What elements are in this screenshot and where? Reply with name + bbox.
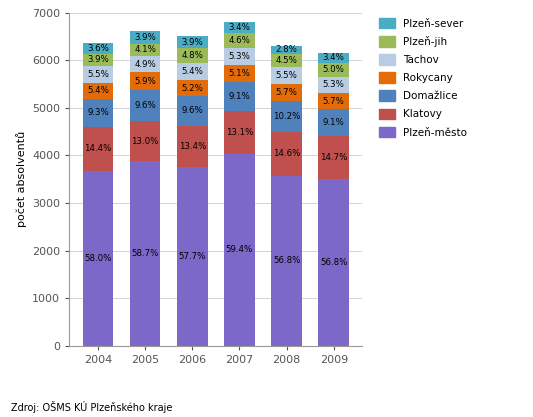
Bar <box>83 66 114 83</box>
Bar <box>177 96 208 126</box>
Text: 5.0%: 5.0% <box>323 65 345 74</box>
Bar <box>130 31 160 43</box>
Bar <box>83 54 114 66</box>
Bar <box>271 68 302 84</box>
Text: 56.8%: 56.8% <box>273 256 300 265</box>
Y-axis label: počet absolventů: počet absolventů <box>15 131 27 227</box>
Bar <box>177 63 208 80</box>
Bar <box>130 43 160 56</box>
Text: 9.6%: 9.6% <box>181 106 203 116</box>
Text: 10.2%: 10.2% <box>273 112 300 121</box>
Bar <box>83 43 114 54</box>
Bar <box>224 111 255 153</box>
Text: 2.8%: 2.8% <box>276 45 297 54</box>
Text: 4.1%: 4.1% <box>134 45 156 55</box>
Text: 5.5%: 5.5% <box>276 71 297 80</box>
Text: 14.4%: 14.4% <box>84 144 111 153</box>
Bar <box>318 63 349 77</box>
Bar <box>130 90 160 121</box>
Text: 3.4%: 3.4% <box>323 53 345 62</box>
Bar <box>177 36 208 48</box>
Text: 4.5%: 4.5% <box>276 56 297 65</box>
Text: 14.7%: 14.7% <box>320 153 348 162</box>
Text: 9.6%: 9.6% <box>134 101 156 110</box>
Text: 4.6%: 4.6% <box>229 36 251 45</box>
Text: 14.6%: 14.6% <box>273 149 300 158</box>
Bar <box>224 153 255 346</box>
Text: 58.0%: 58.0% <box>84 254 111 263</box>
Text: 5.9%: 5.9% <box>134 77 156 85</box>
Bar <box>177 80 208 96</box>
Text: 58.7%: 58.7% <box>132 249 159 258</box>
Bar <box>318 53 349 63</box>
Text: 13.4%: 13.4% <box>179 142 206 151</box>
Bar <box>318 77 349 93</box>
Bar <box>130 161 160 346</box>
Text: 56.8%: 56.8% <box>320 258 348 267</box>
Bar <box>130 121 160 161</box>
Text: 59.4%: 59.4% <box>226 245 253 254</box>
Bar <box>224 22 255 33</box>
Text: 5.5%: 5.5% <box>87 70 109 79</box>
Text: 3.9%: 3.9% <box>134 33 156 42</box>
Text: 3.9%: 3.9% <box>87 55 109 65</box>
Bar <box>318 179 349 346</box>
Bar <box>224 65 255 82</box>
Bar <box>318 110 349 136</box>
Legend: Plzeň-sever, Plzeň-jih, Tachov, Rokycany, Domažlice, Klatovy, Plzeň-město: Plzeň-sever, Plzeň-jih, Tachov, Rokycany… <box>379 18 467 138</box>
Bar <box>224 82 255 111</box>
Text: 5.7%: 5.7% <box>323 97 345 106</box>
Bar <box>271 45 302 54</box>
Text: 13.0%: 13.0% <box>132 136 159 146</box>
Bar <box>83 83 114 99</box>
Text: 4.9%: 4.9% <box>134 60 156 69</box>
Bar <box>271 132 302 176</box>
Text: Zdroj: OŠMS KÚ Plzeňského kraje: Zdroj: OŠMS KÚ Plzeňského kraje <box>11 401 172 413</box>
Text: 9.1%: 9.1% <box>323 118 345 127</box>
Text: 5.2%: 5.2% <box>181 83 203 93</box>
Bar <box>224 33 255 48</box>
Bar <box>224 48 255 65</box>
Bar <box>271 54 302 68</box>
Bar <box>83 99 114 127</box>
Bar <box>177 167 208 346</box>
Text: 9.1%: 9.1% <box>229 92 251 101</box>
Text: 5.3%: 5.3% <box>229 52 251 61</box>
Text: 5.4%: 5.4% <box>87 86 109 95</box>
Text: 3.9%: 3.9% <box>181 38 203 47</box>
Bar <box>271 176 302 346</box>
Bar <box>271 101 302 132</box>
Bar <box>83 171 114 346</box>
Text: 5.4%: 5.4% <box>181 67 203 76</box>
Text: 5.1%: 5.1% <box>229 69 251 78</box>
Bar <box>318 93 349 110</box>
Text: 3.4%: 3.4% <box>229 23 251 32</box>
Bar <box>271 84 302 101</box>
Text: 5.7%: 5.7% <box>276 88 297 97</box>
Text: 4.8%: 4.8% <box>181 51 203 60</box>
Bar <box>318 136 349 179</box>
Text: 57.7%: 57.7% <box>179 252 206 261</box>
Bar <box>177 48 208 63</box>
Text: 13.1%: 13.1% <box>226 128 253 137</box>
Text: 5.3%: 5.3% <box>323 80 345 90</box>
Bar <box>130 56 160 72</box>
Bar <box>130 72 160 90</box>
Bar <box>177 126 208 167</box>
Text: 3.6%: 3.6% <box>87 44 109 53</box>
Text: 9.3%: 9.3% <box>87 108 109 118</box>
Bar <box>83 127 114 171</box>
